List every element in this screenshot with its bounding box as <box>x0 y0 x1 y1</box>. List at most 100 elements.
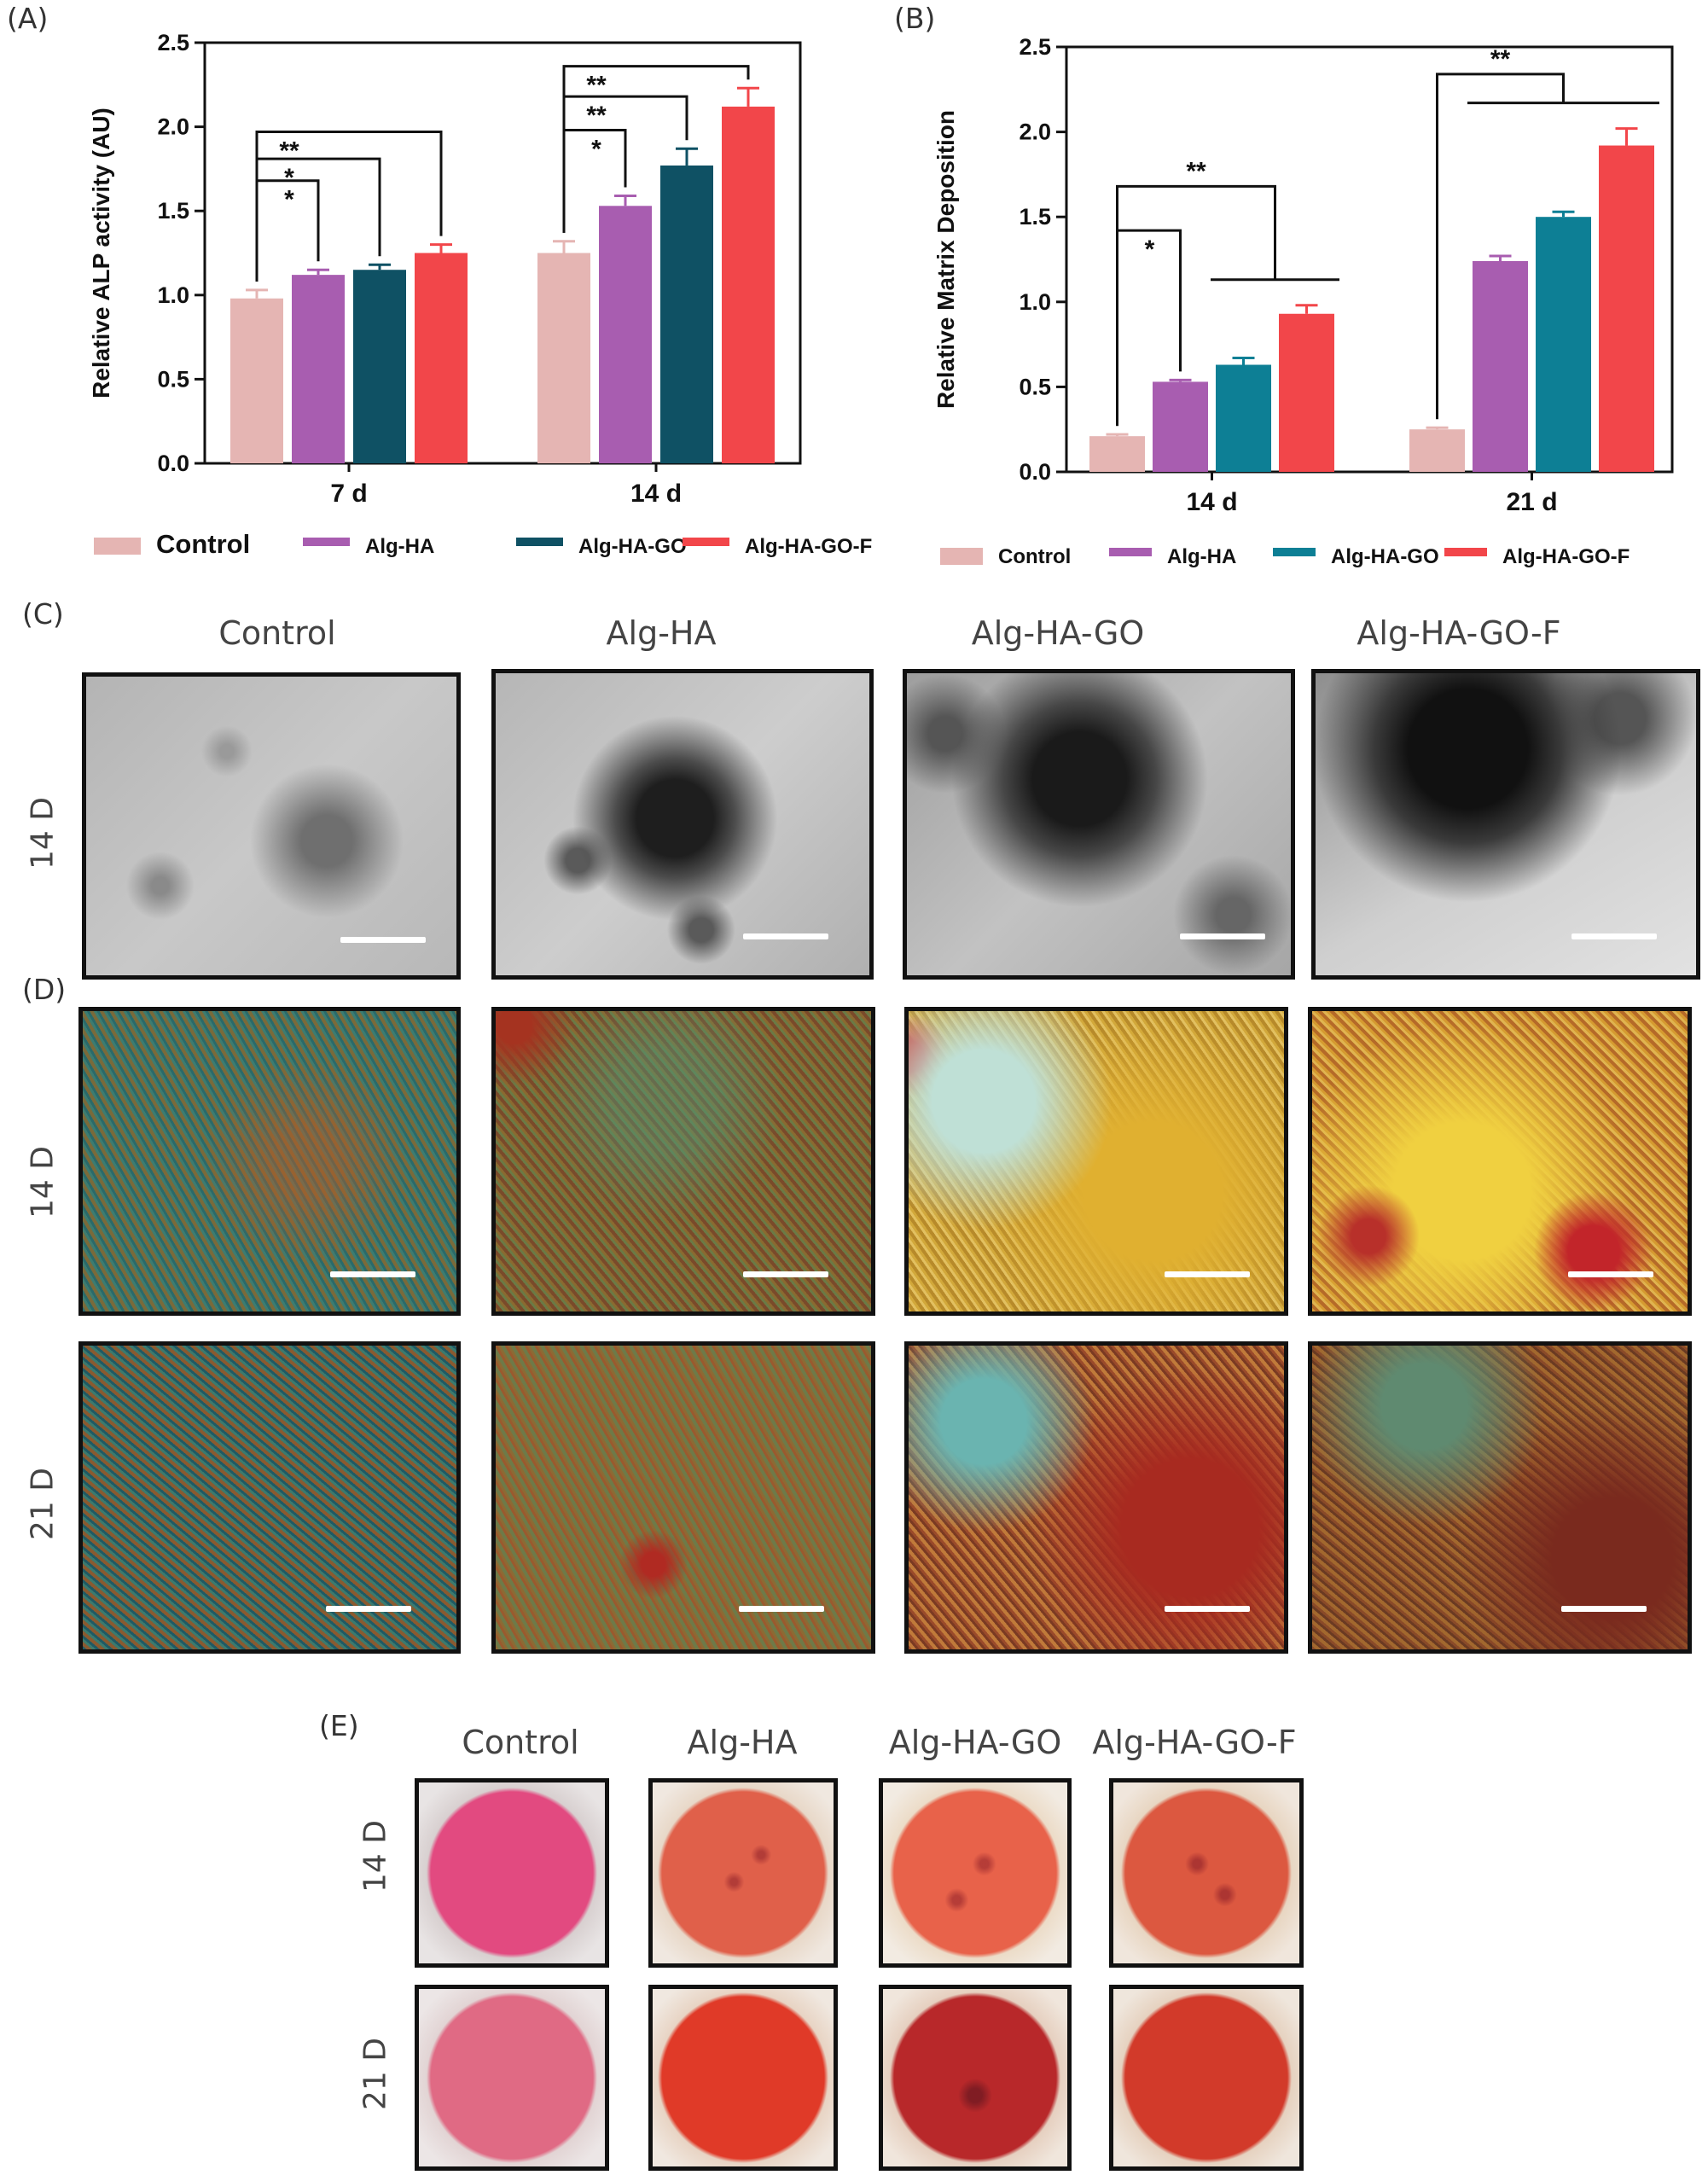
micrograph-d-alg-ha-go-14d <box>904 1007 1288 1316</box>
legend-label: Control <box>156 529 250 559</box>
bar <box>1216 364 1271 472</box>
col-label-alg-ha-go-f-e: Alg-HA-GO-F <box>1092 1724 1297 1761</box>
x-tick-label: 21 d <box>1506 488 1557 516</box>
bar <box>1473 260 1528 472</box>
x-tick-label: 14 d <box>630 480 682 508</box>
bar <box>1153 381 1208 472</box>
micrograph-c-alg-ha-14d <box>491 669 874 980</box>
micrograph-c-alg-ha-go-f-14d <box>1311 669 1700 980</box>
legend-label: Alg-HA-GO-F <box>745 535 872 558</box>
bar <box>353 270 406 463</box>
legend-swatch <box>940 548 983 565</box>
well-control-14d <box>415 1778 609 1968</box>
significance-label: * <box>284 164 294 192</box>
legend-swatch <box>1109 548 1152 556</box>
legend-label: Control <box>998 545 1071 568</box>
panel-letter-b: (B) <box>894 2 936 35</box>
row-label-e-14d: 14 D <box>357 1820 393 1893</box>
micrograph-c-alg-ha-go-14d <box>903 669 1295 980</box>
bar <box>230 298 283 463</box>
significance-label: ** <box>279 137 299 166</box>
bar <box>599 206 652 463</box>
significance-label: * <box>284 186 294 214</box>
y-tick-label: 1.0 <box>1019 289 1051 315</box>
legend-swatch <box>516 538 563 546</box>
legend-label: Alg-HA <box>1167 545 1236 568</box>
col-label-alg-ha-go-e: Alg-HA-GO <box>888 1724 1062 1761</box>
well-alg-ha-21d <box>648 1985 838 2171</box>
y-tick-label: 2.5 <box>157 30 189 55</box>
y-tick-label: 1.0 <box>157 282 189 308</box>
micrograph-d-alg-ha-go-f-14d <box>1308 1007 1692 1316</box>
legend-label: Alg-HA <box>365 535 434 558</box>
scale-bar <box>326 1606 411 1612</box>
col-label-alg-ha-go-c: Alg-HA-GO <box>971 614 1145 652</box>
legend-swatch <box>1444 548 1487 556</box>
y-tick-label: 2.5 <box>1019 34 1051 60</box>
panel-letter-e: (E) <box>319 1709 359 1742</box>
col-label-control-c: Control <box>218 614 336 652</box>
significance-label: ** <box>586 72 607 100</box>
scale-bar <box>330 1271 415 1277</box>
row-label-d-21d: 21 D <box>25 1468 61 1540</box>
scale-bar <box>1180 933 1265 939</box>
y-axis-label: Relative ALP activity (AU) <box>88 108 114 398</box>
y-tick-label: 0.5 <box>1019 374 1051 399</box>
significance-bracket <box>255 131 443 282</box>
row-label-e-21d: 21 D <box>357 2038 393 2110</box>
bar <box>1599 145 1654 472</box>
scale-bar <box>340 937 426 943</box>
col-label-alg-ha-go-f-c: Alg-HA-GO-F <box>1357 614 1561 652</box>
panel-letter-a: (A) <box>7 2 49 35</box>
micrograph-d-alg-ha-go-f-21d <box>1308 1341 1692 1654</box>
bar <box>1409 429 1465 472</box>
scale-bar <box>1165 1271 1250 1277</box>
micrograph-d-alg-ha-21d <box>491 1341 875 1654</box>
legend-swatch <box>94 538 141 555</box>
col-label-alg-ha-c: Alg-HA <box>606 614 717 652</box>
significance-label: ** <box>1186 157 1206 185</box>
significance-label: ** <box>1490 45 1511 73</box>
row-label-d-14d: 14 D <box>25 1146 61 1218</box>
bar <box>1279 313 1334 472</box>
y-tick-label: 2.0 <box>157 114 189 140</box>
well-alg-ha-go-f-14d <box>1109 1778 1304 1968</box>
significance-bracket <box>1116 184 1276 427</box>
micrograph-d-control-14d <box>78 1007 461 1316</box>
significance-bracket <box>562 65 750 233</box>
scale-bar <box>739 1606 824 1612</box>
y-tick-label: 1.5 <box>1019 204 1051 230</box>
well-alg-ha-14d <box>648 1778 838 1968</box>
plot-frame <box>203 41 802 465</box>
scale-bar <box>743 933 828 939</box>
well-alg-ha-go-14d <box>879 1778 1072 1968</box>
legend-label: Alg-HA-GO <box>1331 545 1439 568</box>
y-tick-label: 0.5 <box>157 366 189 392</box>
x-tick-label: 7 d <box>330 480 367 508</box>
panel-letter-d: (D) <box>22 973 67 1006</box>
well-control-21d <box>415 1985 609 2171</box>
bar <box>1536 217 1591 472</box>
bar <box>1089 436 1145 472</box>
significance-label: ** <box>586 102 607 130</box>
chart-b-matrix-deposition: 0.0 0.5 1.0 1.5 2.0 2.5 Relative Matrix Deposi… <box>932 34 1674 568</box>
legend-swatch <box>683 538 729 546</box>
well-alg-ha-go-21d <box>879 1985 1072 2171</box>
y-axis-label: Relative Matrix Deposition <box>932 110 959 409</box>
panel-letter-c: (C) <box>22 597 64 631</box>
scale-bar <box>1165 1606 1250 1612</box>
significance-bracket <box>1436 73 1565 420</box>
bar <box>537 253 590 463</box>
row-label-c-14d: 14 D <box>25 797 61 869</box>
y-tick-label: 2.0 <box>1019 119 1051 145</box>
scale-bar <box>1568 1271 1653 1277</box>
y-tick-label: 0.0 <box>1019 459 1051 485</box>
significance-label: * <box>1145 236 1155 264</box>
micrograph-c-control-14d <box>82 672 461 980</box>
plot-frame <box>1065 45 1674 474</box>
micrograph-d-alg-ha-go-21d <box>904 1341 1288 1654</box>
micrograph-d-alg-ha-14d <box>491 1007 875 1316</box>
legend-swatch <box>303 538 350 546</box>
legend-label: Alg-HA-GO <box>578 535 687 558</box>
scale-bar <box>1571 933 1657 939</box>
